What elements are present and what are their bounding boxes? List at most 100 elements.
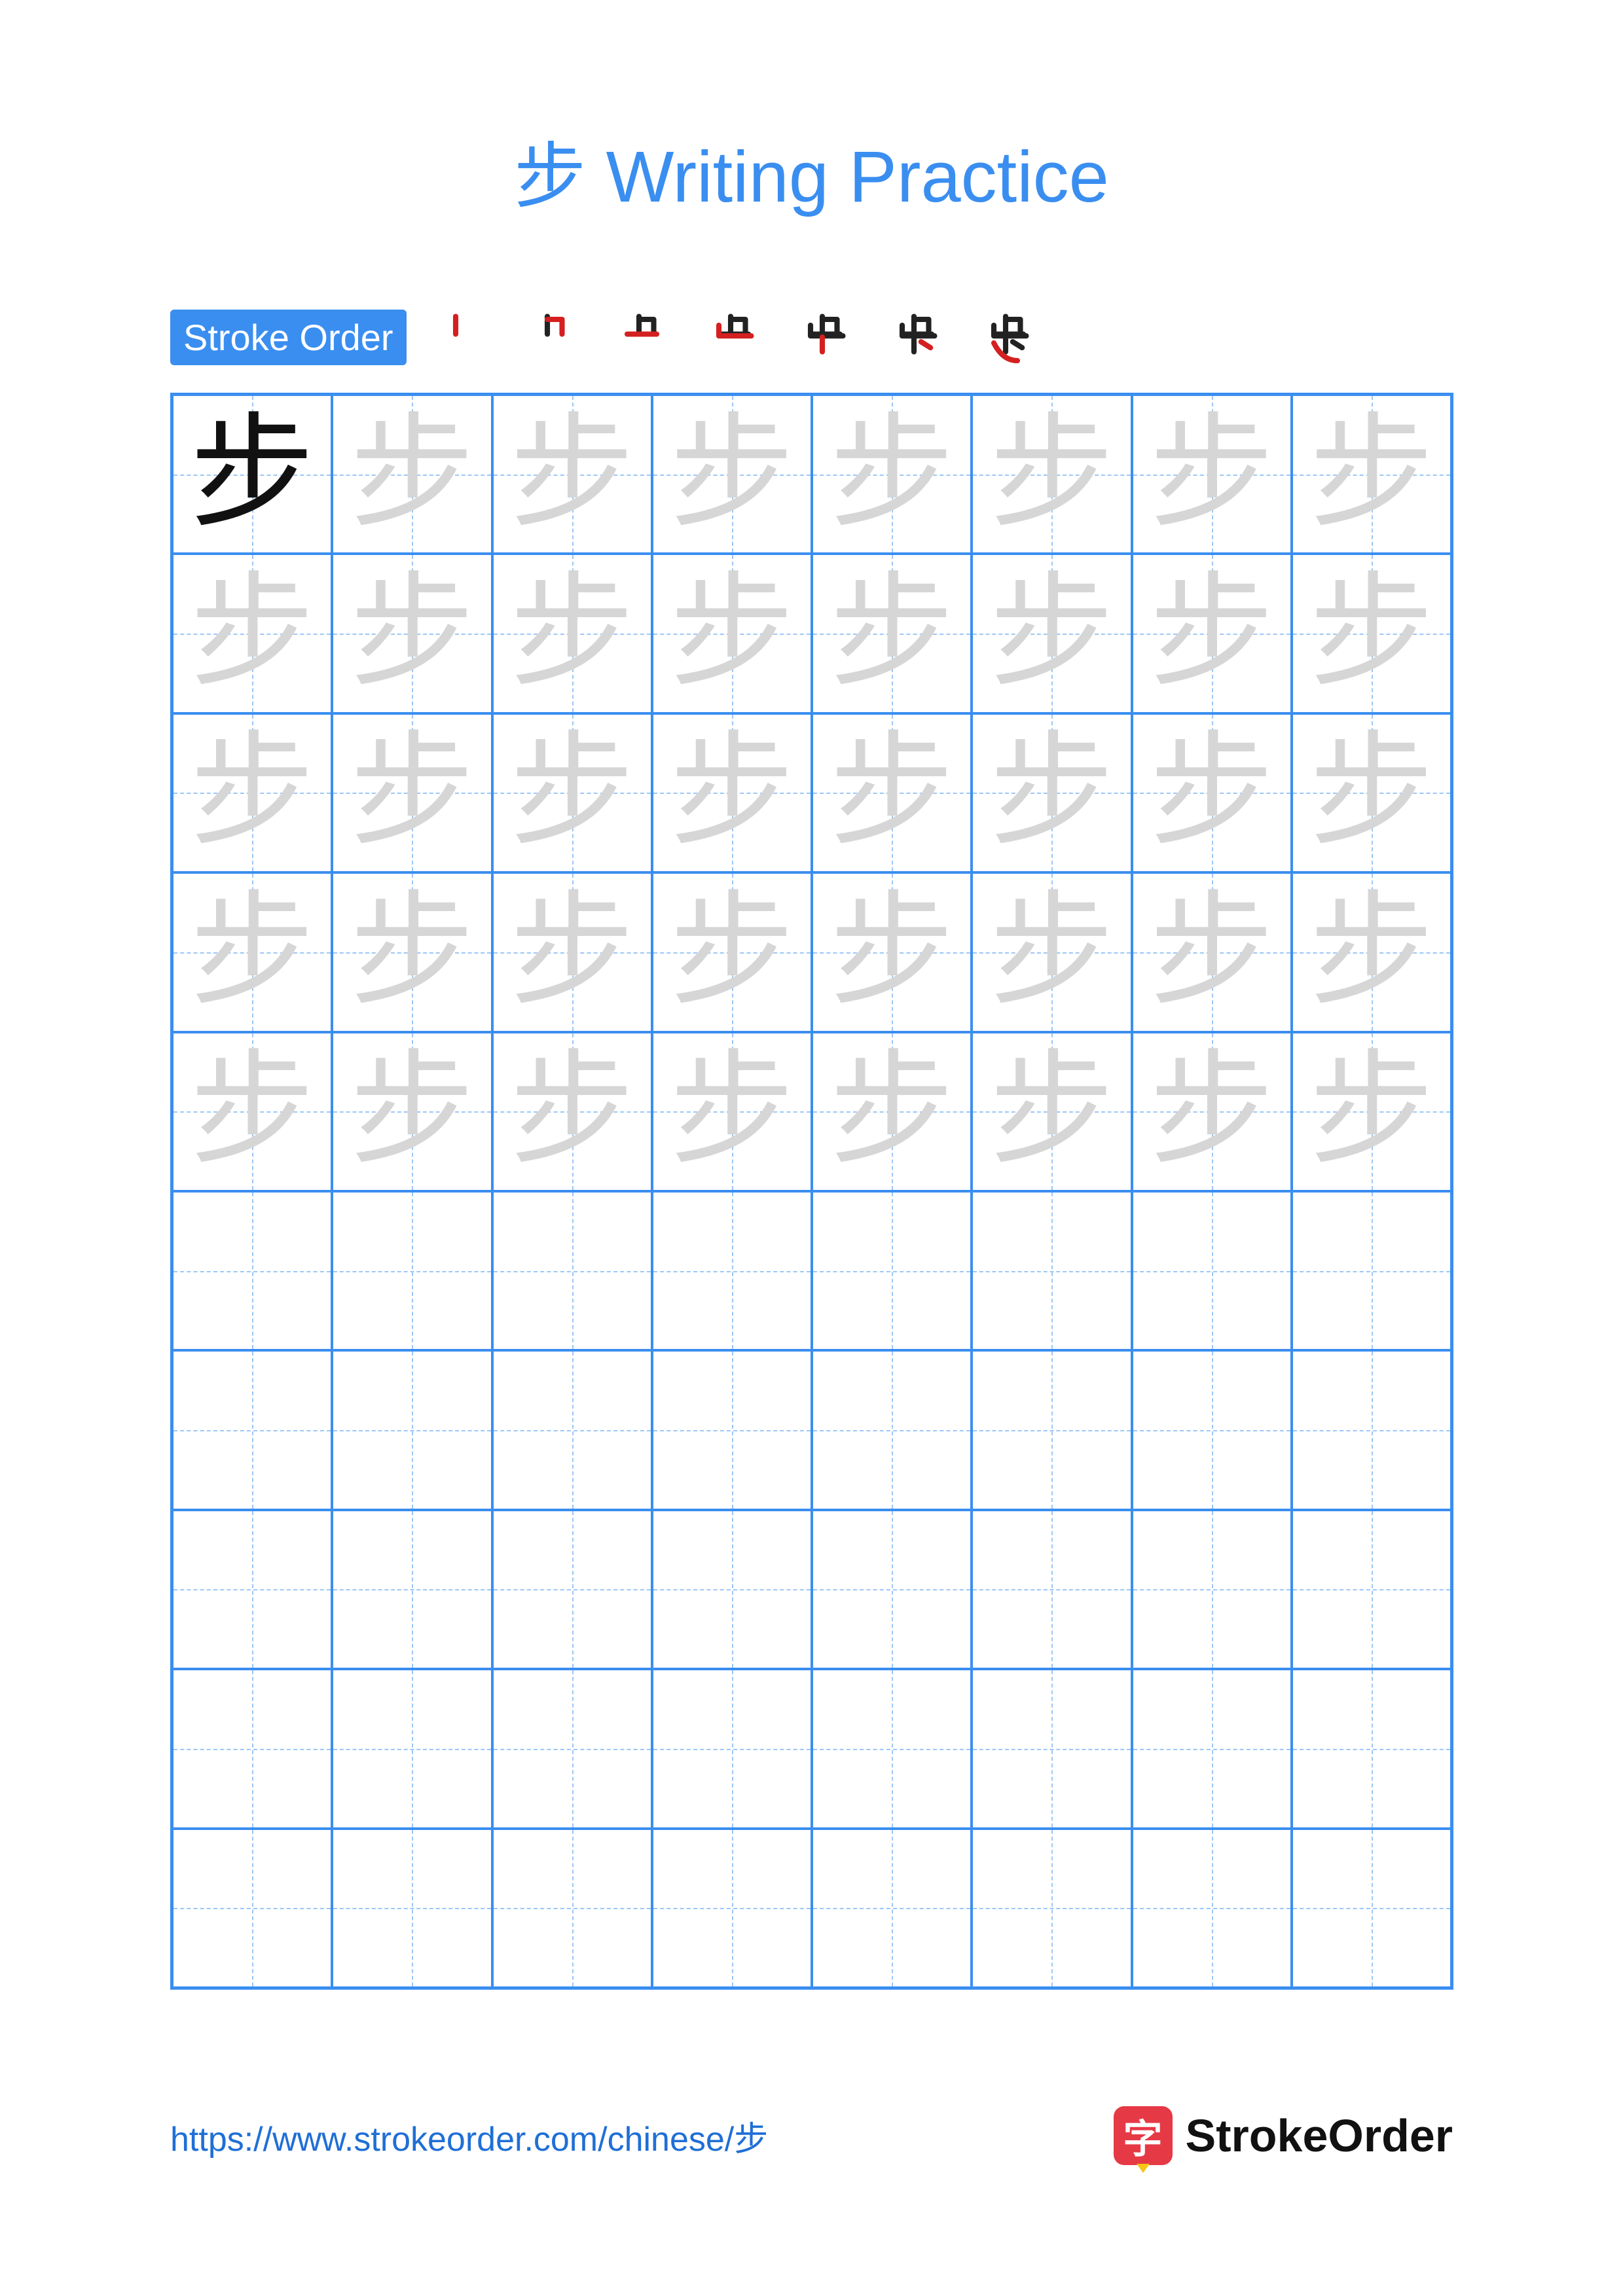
trace-character: 步 xyxy=(350,1049,474,1174)
grid-cell xyxy=(812,1829,972,1988)
grid-cell xyxy=(812,1669,972,1828)
grid-cell xyxy=(1132,1510,1292,1669)
grid-cell: 步 xyxy=(972,1032,1131,1191)
trace-character: 步 xyxy=(350,730,474,855)
grid-cell xyxy=(332,1510,492,1669)
trace-character: 步 xyxy=(1150,571,1274,696)
grid-cell: 步 xyxy=(972,713,1131,872)
grid-cell: 步 xyxy=(812,872,972,1031)
trace-character: 步 xyxy=(1150,412,1274,537)
grid-cell: 步 xyxy=(652,395,812,554)
trace-character: 步 xyxy=(190,1049,314,1174)
grid-cell: 步 xyxy=(1292,872,1451,1031)
trace-character: 步 xyxy=(830,1049,954,1174)
trace-character: 步 xyxy=(350,890,474,1014)
trace-character: 步 xyxy=(510,890,634,1014)
grid-cell xyxy=(972,1350,1131,1509)
stroke-order-label: Stroke Order xyxy=(170,310,407,365)
trace-character: 步 xyxy=(1309,412,1434,537)
grid-cell xyxy=(972,1829,1131,1988)
grid-cell: 步 xyxy=(1292,1032,1451,1191)
grid-cell xyxy=(1132,1191,1292,1350)
grid-cell: 步 xyxy=(172,395,332,554)
grid-cell xyxy=(172,1669,332,1828)
grid-cell: 步 xyxy=(492,554,652,713)
grid-cell xyxy=(332,1350,492,1509)
grid-cell xyxy=(492,1191,652,1350)
trace-character: 步 xyxy=(510,1049,634,1174)
stroke-step-3 xyxy=(610,308,668,367)
grid-cell xyxy=(652,1191,812,1350)
practice-grid: 步步步步步步步步步步步步步步步步步步步步步步步步步步步步步步步步步步步步步步步步 xyxy=(170,393,1453,1990)
trace-character: 步 xyxy=(670,1049,794,1174)
grid-cell xyxy=(332,1829,492,1988)
grid-cell xyxy=(1292,1669,1451,1828)
grid-cell: 步 xyxy=(812,554,972,713)
grid-cell xyxy=(1292,1350,1451,1509)
stroke-step-1 xyxy=(426,308,485,367)
trace-character: 步 xyxy=(670,730,794,855)
grid-cell: 步 xyxy=(332,395,492,554)
grid-cell xyxy=(492,1350,652,1509)
grid-cell: 步 xyxy=(652,554,812,713)
trace-character: 步 xyxy=(510,571,634,696)
trace-character: 步 xyxy=(989,571,1114,696)
page-title: 步 Writing Practice xyxy=(170,118,1453,223)
footer-logo: 字 StrokeOrder xyxy=(1114,2106,1453,2165)
trace-character: 步 xyxy=(510,730,634,855)
grid-cell xyxy=(1292,1829,1451,1988)
grid-cell xyxy=(1292,1191,1451,1350)
trace-character: 步 xyxy=(350,412,474,537)
trace-character: 步 xyxy=(1309,890,1434,1014)
grid-cell xyxy=(812,1510,972,1669)
grid-cell: 步 xyxy=(332,554,492,713)
trace-character: 步 xyxy=(190,730,314,855)
grid-cell xyxy=(1292,1510,1451,1669)
footer: https://www.strokeorder.com/chinese/步 字 … xyxy=(170,2106,1453,2165)
grid-cell: 步 xyxy=(652,872,812,1031)
grid-cell: 步 xyxy=(652,713,812,872)
trace-character: 步 xyxy=(1150,730,1274,855)
grid-cell xyxy=(652,1350,812,1509)
trace-character: 步 xyxy=(989,730,1114,855)
grid-cell xyxy=(652,1829,812,1988)
grid-cell xyxy=(652,1669,812,1828)
grid-cell: 步 xyxy=(332,713,492,872)
grid-cell xyxy=(492,1510,652,1669)
trace-character: 步 xyxy=(670,571,794,696)
trace-character: 步 xyxy=(989,412,1114,537)
stroke-step-7 xyxy=(976,308,1035,367)
grid-cell: 步 xyxy=(972,872,1131,1031)
grid-cell xyxy=(1132,1669,1292,1828)
grid-cell: 步 xyxy=(652,1032,812,1191)
grid-cell: 步 xyxy=(1132,872,1292,1031)
trace-character: 步 xyxy=(1309,571,1434,696)
grid-cell xyxy=(1132,1829,1292,1988)
trace-character: 步 xyxy=(1150,890,1274,1014)
trace-character: 步 xyxy=(1150,1049,1274,1174)
grid-cell: 步 xyxy=(172,872,332,1031)
trace-character: 步 xyxy=(830,412,954,537)
grid-cell: 步 xyxy=(172,554,332,713)
footer-url: https://www.strokeorder.com/chinese/步 xyxy=(170,2111,768,2161)
grid-cell xyxy=(172,1829,332,1988)
grid-cell xyxy=(972,1510,1131,1669)
trace-character: 步 xyxy=(830,571,954,696)
grid-cell xyxy=(972,1191,1131,1350)
grid-cell: 步 xyxy=(1132,1032,1292,1191)
grid-cell: 步 xyxy=(492,872,652,1031)
stroke-step-6 xyxy=(884,308,943,367)
logo-icon: 字 xyxy=(1114,2106,1173,2165)
grid-cell: 步 xyxy=(332,872,492,1031)
grid-cell: 步 xyxy=(1132,713,1292,872)
trace-character: 步 xyxy=(190,571,314,696)
grid-cell: 步 xyxy=(332,1032,492,1191)
trace-character: 步 xyxy=(670,890,794,1014)
grid-cell: 步 xyxy=(1132,395,1292,554)
grid-cell xyxy=(492,1669,652,1828)
grid-cell xyxy=(492,1829,652,1988)
grid-cell: 步 xyxy=(812,713,972,872)
grid-cell: 步 xyxy=(972,554,1131,713)
trace-character: 步 xyxy=(989,1049,1114,1174)
trace-character: 步 xyxy=(1309,1049,1434,1174)
